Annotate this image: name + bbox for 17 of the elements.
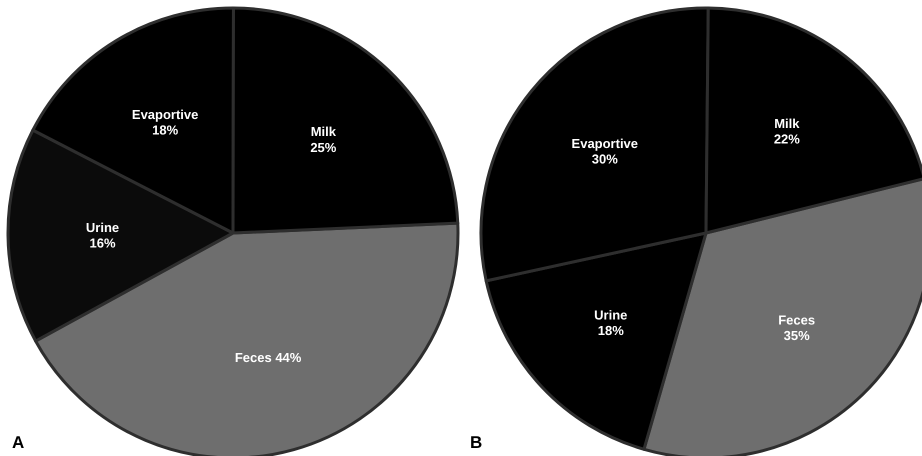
data-label: 30% xyxy=(592,152,618,167)
slice-label: Urine xyxy=(86,220,120,236)
slice-label: Evaportive xyxy=(132,106,198,122)
data-label: 18% xyxy=(152,122,179,138)
text: B xyxy=(470,433,482,452)
data-label: 22% xyxy=(774,132,800,147)
data-label: 16% xyxy=(89,236,116,251)
slice-label: Feces 44% xyxy=(234,350,302,366)
slice-label: Evaportive xyxy=(572,136,638,152)
slice-label: Milk xyxy=(310,124,337,140)
slice-label: Urine xyxy=(594,308,628,323)
data-label: 35% xyxy=(784,328,810,343)
slice-label: Feces xyxy=(778,312,816,328)
data-label: 25% xyxy=(310,140,337,155)
slice-label: Milk xyxy=(774,116,800,131)
data-label: 18% xyxy=(598,323,624,338)
text: A xyxy=(12,433,24,452)
